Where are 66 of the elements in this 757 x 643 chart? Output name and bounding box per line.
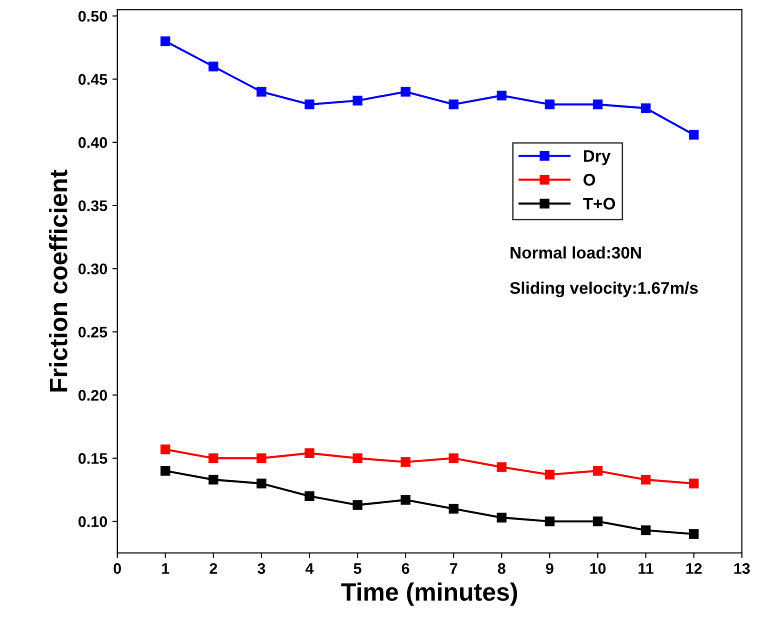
point (640, 474, 651, 485)
point (640, 103, 651, 114)
y-tick-label: 0.45 (78, 74, 108, 85)
y-tick-label: 0.50 (78, 10, 107, 22)
point (160, 36, 170, 46)
point (544, 470, 555, 480)
x-tick-label: 6 (402, 563, 410, 574)
point (640, 525, 651, 536)
x-tick-label: 4 (305, 563, 314, 574)
point (304, 100, 314, 110)
point (448, 453, 458, 464)
x-tick-label: 0 (114, 563, 121, 574)
x-tick-label: 5 (354, 563, 362, 574)
x-axis-title: Time (minutes) (341, 582, 518, 606)
y-tick-label: 0.25 (78, 326, 108, 338)
point (688, 478, 699, 488)
point (496, 90, 507, 100)
point (256, 86, 266, 97)
y-tick-label: 0.15 (78, 453, 108, 464)
point (448, 504, 458, 514)
point (592, 466, 603, 476)
point (592, 100, 603, 110)
point (544, 100, 555, 110)
x-tick-label: 1 (162, 563, 170, 574)
point (544, 516, 555, 526)
y-axis-title: Friction coefficient (49, 170, 68, 392)
point (208, 62, 218, 72)
point (208, 453, 218, 464)
x-tick-label: 11 (638, 563, 654, 574)
point (256, 453, 266, 464)
point (208, 474, 218, 485)
x-tick-label: 13 (734, 563, 750, 574)
x-tick-label: 12 (686, 563, 702, 574)
legend-label: T+O (583, 198, 616, 210)
x-tick-label: 9 (546, 563, 554, 574)
y-tick-label: 0.40 (78, 137, 107, 148)
point (496, 512, 507, 522)
point (688, 529, 699, 539)
point (256, 478, 266, 488)
point (160, 444, 170, 454)
point (160, 466, 170, 476)
y-tick-label: 0.30 (78, 264, 107, 274)
x-tick-label: 8 (498, 563, 506, 574)
point (400, 457, 410, 467)
annotation: Normal load:30N (510, 246, 641, 259)
point (352, 453, 362, 464)
annotation: Sliding velocity:1.67m/s (510, 282, 698, 298)
point (448, 100, 458, 110)
y-tick-label: 0.10 (78, 516, 107, 528)
x-tick-label: 7 (450, 563, 458, 574)
point (496, 462, 507, 472)
point (304, 491, 314, 501)
point (400, 86, 410, 97)
point (304, 448, 314, 458)
point (352, 96, 362, 106)
legend-label: O (584, 174, 596, 186)
legend-label: Dry (584, 150, 611, 166)
x-tick-label: 10 (590, 563, 606, 574)
y-tick-label: 0.20 (78, 390, 107, 401)
point (688, 130, 699, 140)
y-tick-label: 0.35 (78, 200, 108, 212)
point (592, 516, 603, 526)
point (352, 500, 362, 510)
x-tick-label: 2 (210, 563, 218, 574)
point (400, 495, 410, 505)
x-tick-label: 3 (258, 563, 266, 574)
